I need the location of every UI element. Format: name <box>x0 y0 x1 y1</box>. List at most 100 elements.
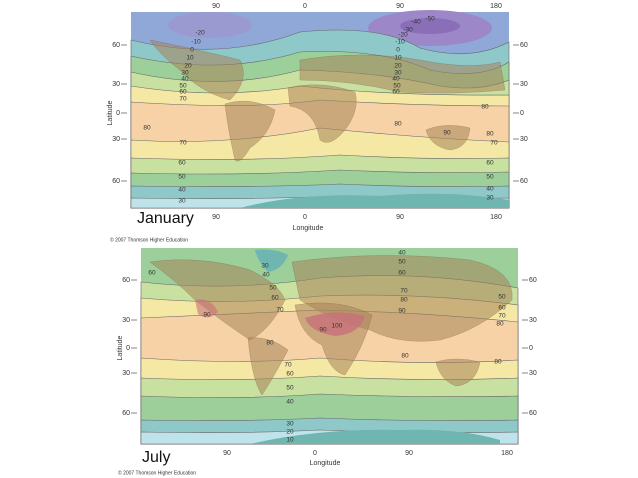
isotherm-label: -30 <box>403 27 413 34</box>
isotherm-label: -20 <box>195 30 205 37</box>
latitude-tick: 0 <box>529 345 533 352</box>
isotherm-label: 30 <box>486 195 494 202</box>
latitude-tick: 60 <box>520 42 528 49</box>
latitude-tick: 30 <box>529 317 537 324</box>
longitude-tick: 90 <box>396 214 404 221</box>
isotherm-label: 20 <box>286 429 294 436</box>
continent <box>435 358 481 387</box>
july-map <box>140 248 519 445</box>
isotherm-label: 0 <box>190 47 194 54</box>
isotherm-label: 70 <box>276 307 284 314</box>
longitude-tick: 90 <box>212 214 220 221</box>
longitude-tick: 90 <box>212 3 220 10</box>
latitude-tick: 60 <box>529 410 537 417</box>
isotherm-label: 80 <box>481 104 489 111</box>
isotherm-label: 70 <box>490 140 498 147</box>
continent <box>247 337 289 396</box>
axis-label: Longitude <box>310 460 341 467</box>
labels: 90 0 90 180 90 0 90 180 60 30 0 30 60 60 30 0 30 60 Latitu… <box>107 3 537 476</box>
isotherm-label: 30 <box>261 263 269 270</box>
isotherm-label: 10 <box>394 55 402 62</box>
january-map <box>130 10 510 209</box>
isotherm-label: 60 <box>286 371 294 378</box>
isotherm-label: 60 <box>271 295 279 302</box>
isotherm-label: 60 <box>148 270 156 277</box>
latitude-tick: 60 <box>112 42 120 49</box>
longitude-tick: 180 <box>490 3 502 10</box>
axis-label: Longitude <box>293 225 324 232</box>
isotherm-label: 50 <box>269 285 277 292</box>
continent <box>299 54 506 94</box>
isotherm-label: 90 <box>319 327 327 334</box>
longitude-tick: 90 <box>405 450 413 457</box>
continent <box>149 259 286 341</box>
isotherm-label: 70 <box>498 313 506 320</box>
isotherm-label: 50 <box>393 83 401 90</box>
axis-label: Latitude <box>117 335 124 360</box>
isotherm-label: 100 <box>332 323 343 330</box>
latitude-tick: 30 <box>529 370 537 377</box>
isotherm-label: 90 <box>398 308 406 315</box>
isotherm-label: 80 <box>400 297 408 304</box>
latitude-tick: 60 <box>520 178 528 185</box>
cold-region <box>400 18 460 34</box>
longitude-tick: 0 <box>313 450 317 457</box>
isotherm-label: 50 <box>179 83 187 90</box>
latitude-tick: 60 <box>529 277 537 284</box>
greenland <box>255 249 288 272</box>
isotherm-label: 70 <box>400 288 408 295</box>
longitude-tick: 90 <box>223 450 231 457</box>
isotherm-label: 80 <box>266 340 274 347</box>
isotherm-label: 20 <box>394 63 402 70</box>
isotherm-label: -50 <box>425 16 435 23</box>
isotherm-label: 80 <box>143 125 151 132</box>
isotherm-label: 40 <box>181 76 189 83</box>
latitude-tick: 30 <box>112 136 120 143</box>
isotherm-label: 50 <box>486 174 494 181</box>
isotherm-label: 30 <box>181 70 189 77</box>
latitude-tick: 30 <box>112 81 120 88</box>
latitude-tick: 30 <box>122 370 130 377</box>
isotherm-label: 60 <box>178 160 186 167</box>
hot-region <box>305 312 365 336</box>
isotherm-label: 50 <box>498 294 506 301</box>
isotherm-label: 60 <box>179 89 187 96</box>
isotherm-label: 40 <box>486 186 494 193</box>
cold-region <box>168 12 252 38</box>
isotherm-label: 80 <box>401 353 409 360</box>
latitude-tick: 30 <box>520 81 528 88</box>
latitude-tick: 30 <box>520 136 528 143</box>
isotherm-label: 10 <box>186 55 194 62</box>
isotherm-label: 60 <box>398 270 406 277</box>
isotherm-label: 80 <box>486 131 494 138</box>
longitude-tick: 180 <box>490 214 502 221</box>
latitude-tick: 0 <box>520 110 524 117</box>
latitude-tick: 0 <box>116 110 120 117</box>
isotherm-label: 40 <box>262 272 270 279</box>
isotherm-label: 90 <box>203 312 211 319</box>
isotherm-label: 80 <box>394 121 402 128</box>
isotherm-label: 60 <box>498 305 506 312</box>
isotherm-label: 40 <box>286 399 294 406</box>
hot-region <box>195 299 218 318</box>
continent <box>149 39 244 101</box>
longitude-tick: 0 <box>303 214 307 221</box>
isotherm-label: 30 <box>286 421 294 428</box>
isotherm-label: 80 <box>494 359 502 366</box>
isotherm-label: 60 <box>486 160 494 167</box>
credit: © 2007 Thomson Higher Education <box>110 236 188 243</box>
isotherm-label: 20 <box>184 63 192 70</box>
latitude-tick: 60 <box>122 410 130 417</box>
isotherm-label: 40 <box>178 187 186 194</box>
latitude-tick: 30 <box>122 317 130 324</box>
continent <box>425 125 471 151</box>
isotherm-label: 50 <box>178 174 186 181</box>
map-caption: July <box>142 449 170 466</box>
continent <box>287 84 357 143</box>
isotherm-label: -20 <box>398 32 408 39</box>
longitude-tick: 0 <box>303 3 307 10</box>
longitude-tick: 180 <box>501 450 513 457</box>
longitude-tick: 90 <box>396 3 404 10</box>
antarctica <box>250 429 500 444</box>
credit: © 2007 Thomson Higher Education <box>118 469 196 476</box>
